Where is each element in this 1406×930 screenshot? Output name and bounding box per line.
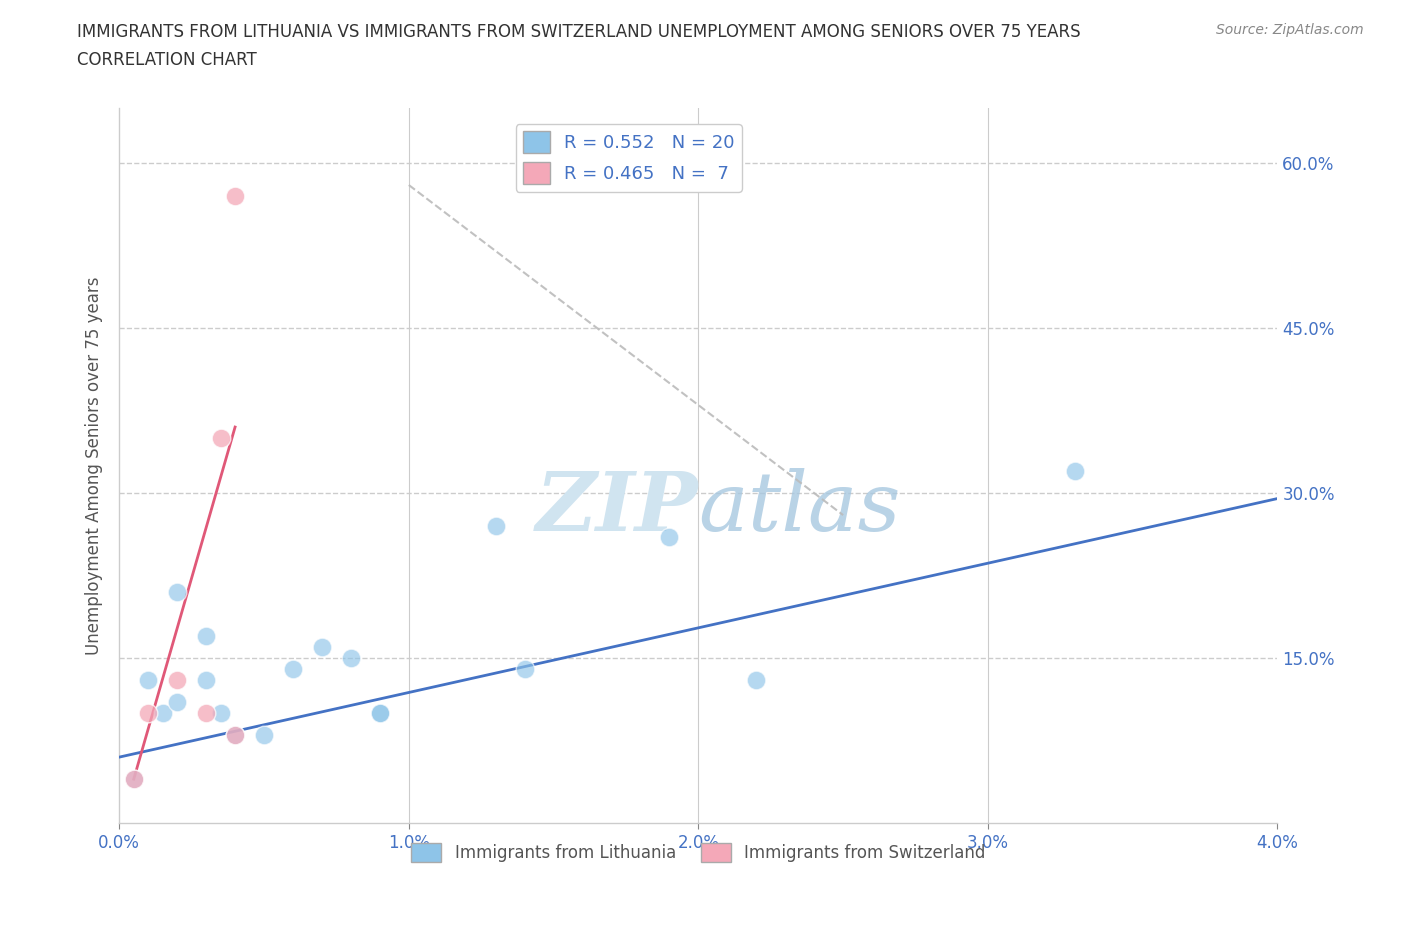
Point — [166, 585, 188, 600]
Y-axis label: Unemployment Among Seniors over 75 years: Unemployment Among Seniors over 75 years — [86, 276, 103, 655]
Point — [122, 772, 145, 787]
Point — [195, 629, 218, 644]
Point — [1063, 464, 1085, 479]
Text: CORRELATION CHART: CORRELATION CHART — [77, 51, 257, 69]
Point — [368, 706, 391, 721]
Point — [340, 651, 363, 666]
Point — [195, 706, 218, 721]
Point — [136, 672, 159, 687]
Point — [195, 672, 218, 687]
Point — [224, 727, 246, 742]
Point — [253, 727, 276, 742]
Point — [122, 772, 145, 787]
Point — [658, 530, 681, 545]
Text: IMMIGRANTS FROM LITHUANIA VS IMMIGRANTS FROM SWITZERLAND UNEMPLOYMENT AMONG SENI: IMMIGRANTS FROM LITHUANIA VS IMMIGRANTS … — [77, 23, 1081, 41]
Point — [368, 706, 391, 721]
Point — [311, 640, 333, 655]
Point — [224, 189, 246, 204]
Point — [209, 431, 232, 445]
Point — [166, 695, 188, 710]
Point — [485, 519, 508, 534]
Text: atlas: atlas — [699, 469, 901, 549]
Point — [224, 727, 246, 742]
Point — [513, 661, 536, 676]
Point — [152, 706, 174, 721]
Point — [745, 672, 768, 687]
Point — [136, 706, 159, 721]
Legend: Immigrants from Lithuania, Immigrants from Switzerland: Immigrants from Lithuania, Immigrants fr… — [405, 836, 993, 869]
Point — [209, 706, 232, 721]
Point — [281, 661, 304, 676]
Point — [166, 672, 188, 687]
Text: ZIP: ZIP — [536, 469, 699, 549]
Text: Source: ZipAtlas.com: Source: ZipAtlas.com — [1216, 23, 1364, 37]
